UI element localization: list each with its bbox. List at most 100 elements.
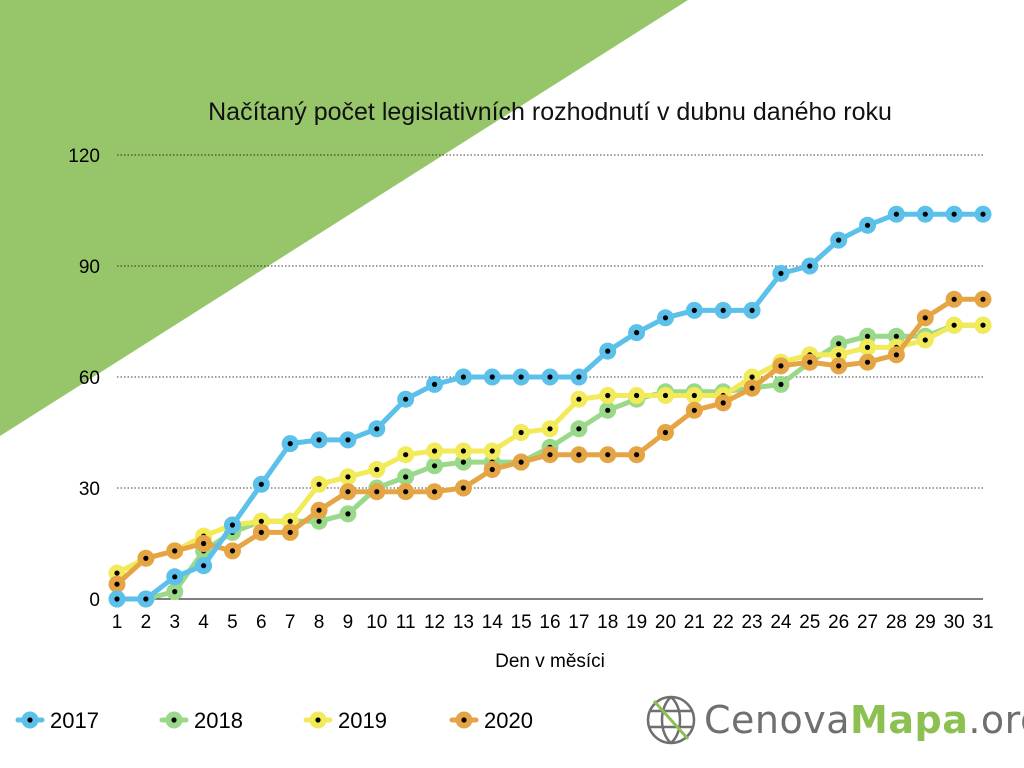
data-point-dot — [201, 540, 207, 547]
data-point-dot — [403, 452, 409, 458]
data-point-dot — [460, 459, 466, 465]
data-point-dot — [836, 237, 842, 243]
data-point-dot — [864, 333, 871, 339]
globe-grid-icon — [646, 695, 696, 745]
data-point-dot — [114, 596, 120, 602]
data-point-dot — [316, 437, 322, 443]
brand-name-part-mapa: Mapa — [850, 698, 969, 742]
x-tick-label: 22 — [713, 612, 734, 633]
data-point-dot — [114, 570, 120, 576]
y-tick-label: 30 — [79, 479, 100, 500]
data-point-dot — [922, 211, 928, 217]
brand-name-part-cenova: Cenova — [704, 698, 851, 742]
data-point-dot — [403, 474, 409, 480]
x-tick-label: 1 — [112, 612, 123, 633]
x-tick-label: 27 — [857, 612, 878, 633]
data-point-dot — [172, 589, 178, 595]
legend-swatch-dot — [315, 717, 321, 723]
data-point-dot — [287, 518, 293, 524]
x-tick-label: 11 — [396, 612, 416, 633]
x-tick-label: 28 — [886, 612, 907, 633]
x-tick-label: 30 — [944, 612, 965, 633]
data-point-dot — [749, 385, 755, 391]
data-point-dot — [720, 307, 726, 313]
data-point-dot — [662, 315, 669, 321]
x-tick-label: 13 — [453, 612, 474, 633]
data-point-dot — [836, 352, 842, 358]
data-point-dot — [374, 426, 380, 432]
data-point-dot — [518, 429, 524, 436]
data-point-dot — [576, 452, 582, 458]
data-point-dot — [836, 363, 842, 369]
data-point-dot — [778, 381, 784, 387]
data-point-dot — [229, 548, 236, 554]
data-point-dot — [547, 374, 553, 380]
data-point-dot — [951, 296, 957, 302]
x-axis-label: Den v měsíci — [495, 651, 605, 672]
data-point-dot — [460, 485, 466, 491]
data-point-dot — [605, 392, 611, 399]
data-point-dot — [143, 596, 149, 602]
data-point-dot — [864, 222, 871, 228]
series-2019 — [108, 316, 992, 582]
x-tick-label: 29 — [915, 612, 936, 633]
data-point-dot — [316, 518, 322, 524]
data-point-dot — [576, 374, 582, 380]
x-tick-label: 21 — [684, 612, 705, 633]
data-point-dot — [634, 392, 640, 399]
data-point-dot — [836, 341, 842, 347]
series-2017 — [108, 205, 992, 608]
data-point-dot — [547, 426, 553, 432]
x-tick-label: 20 — [655, 612, 676, 633]
data-point-dot — [605, 452, 611, 458]
data-point-dot — [345, 437, 351, 443]
cenovamapa-logo: CenovaMapa.org — [644, 690, 1024, 750]
legend-label: 2018 — [194, 708, 243, 733]
data-point-dot — [345, 511, 351, 517]
y-tick-label: 60 — [79, 368, 100, 389]
legend-item-2017: 2017 — [15, 708, 99, 733]
data-point-dot — [172, 574, 178, 580]
data-point-dot — [258, 529, 264, 536]
x-tick-label: 25 — [799, 612, 820, 633]
x-tick-label: 26 — [828, 612, 849, 633]
data-point-dot — [951, 322, 957, 328]
data-point-dot — [662, 429, 669, 436]
data-point-dot — [316, 481, 322, 487]
data-point-dot — [258, 518, 264, 524]
data-point-dot — [893, 211, 900, 217]
legend-label: 2019 — [338, 708, 387, 733]
data-point-dot — [980, 322, 986, 328]
brand-name: CenovaMapa.org — [704, 698, 1024, 742]
data-point-dot — [576, 396, 582, 402]
legend-item-2020: 2020 — [449, 708, 533, 733]
x-tick-label: 31 — [972, 612, 993, 633]
data-point-dot — [431, 489, 438, 495]
data-point-dot — [201, 563, 207, 569]
data-point-dot — [576, 426, 582, 432]
x-tick-label: 19 — [626, 612, 647, 633]
data-point-dot — [922, 315, 928, 321]
series-2020 — [108, 290, 992, 593]
data-point-dot — [460, 374, 466, 380]
data-point-dot — [287, 529, 293, 536]
data-point-dot — [143, 555, 149, 561]
data-point-dot — [634, 452, 640, 458]
legend-item-2019: 2019 — [303, 708, 387, 733]
data-point-dot — [489, 466, 495, 473]
data-point-dot — [345, 489, 351, 495]
data-point-dot — [518, 374, 524, 380]
data-point-dot — [345, 474, 351, 480]
data-point-dot — [691, 307, 697, 313]
x-tick-label: 12 — [424, 612, 445, 633]
data-point-dot — [634, 330, 640, 336]
legend-swatch-dot — [171, 717, 177, 723]
legend-swatch-dot — [27, 717, 33, 723]
x-tick-label: 9 — [343, 612, 354, 633]
data-point-dot — [172, 548, 178, 554]
x-tick-label: 10 — [366, 612, 387, 633]
data-point-dot — [864, 344, 871, 350]
x-tick-label: 5 — [227, 612, 238, 633]
data-point-dot — [951, 211, 957, 217]
